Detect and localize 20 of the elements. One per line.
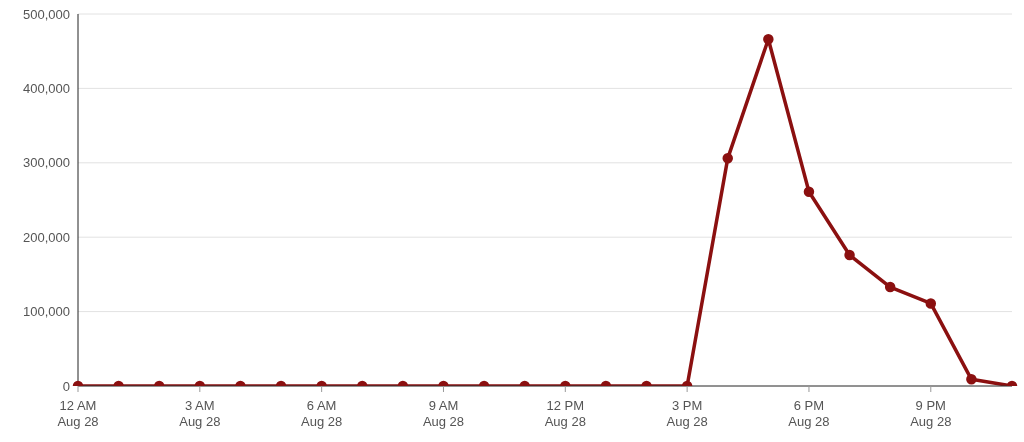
y-tick-label: 0 xyxy=(62,378,70,394)
point xyxy=(722,153,733,164)
y-tick-label: 300,000 xyxy=(23,155,70,171)
y-tick-label: 200,000 xyxy=(23,229,70,245)
point xyxy=(925,298,937,309)
x-tick-label: 3 PM Aug 28 xyxy=(666,398,708,429)
point xyxy=(884,281,896,293)
point xyxy=(763,34,774,45)
x-tick-label: 12 PM Aug 28 xyxy=(544,398,586,429)
y-tick-label: 500,000 xyxy=(23,6,70,22)
x-tick-label: 9 AM Aug 28 xyxy=(422,398,465,429)
x-tick-label: 12 AM Aug 28 xyxy=(57,398,99,429)
y-tick-label: 100,000 xyxy=(23,304,70,320)
point xyxy=(844,249,855,261)
y-tick-label: 400,000 xyxy=(23,81,70,97)
point xyxy=(803,186,815,198)
x-tick-label: 9 PM Aug 28 xyxy=(910,398,952,429)
x-tick-label: 3 AM Aug 28 xyxy=(179,398,221,429)
x-tick-label: 6 AM Aug 28 xyxy=(301,398,343,429)
x-tick-label: 6 PM Aug 28 xyxy=(788,398,830,429)
